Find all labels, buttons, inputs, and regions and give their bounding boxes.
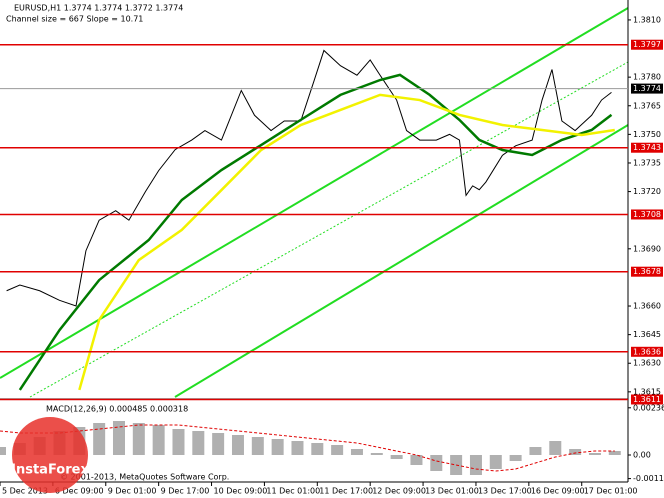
macd-bar <box>569 449 582 455</box>
x-tick-label: 16 Dec 09:00 <box>531 487 585 496</box>
x-tick-label: 12 Dec 09:00 <box>372 487 426 496</box>
macd-bar <box>172 429 185 455</box>
macd-bar <box>231 435 244 455</box>
level-label: 1.3636 <box>633 347 661 356</box>
level-label: 1.3708 <box>633 210 661 219</box>
y-tick-label: 1.3660 <box>633 302 661 311</box>
signal-line <box>0 424 615 472</box>
footer: © 2001-2013, MetaQuotes Software Corp. <box>60 473 229 482</box>
y-tick-label: 1.3765 <box>633 101 661 110</box>
macd-bar <box>608 451 621 455</box>
macd-title: MACD(12,26,9) 0.000485 0.000318 <box>46 405 188 414</box>
macd-bar <box>271 439 284 455</box>
macd-bar <box>410 455 423 465</box>
x-tick-label: 11 Dec 17:00 <box>319 487 373 496</box>
level-label-box <box>631 266 663 277</box>
channel-upper <box>0 7 629 379</box>
x-tick-label: 6 Dec 09:00 <box>55 487 104 496</box>
chart-title: EURUSD,H1 1.3774 1.3774 1.3772 1.3774 <box>14 4 183 13</box>
price-line <box>18 73 613 391</box>
y-tick-label: 1.3615 <box>633 387 661 396</box>
macd-bar <box>549 441 562 455</box>
level-label-box <box>631 394 663 405</box>
macd-bar <box>350 449 363 455</box>
x-tick-label: 17 Dec 01:00 <box>584 487 638 496</box>
logo-badge <box>12 417 88 493</box>
y-tick-label: 1.3750 <box>633 130 661 139</box>
macd-bar <box>430 455 443 471</box>
macd-bar <box>291 441 304 455</box>
level-label-box <box>631 39 663 50</box>
y-tick-label: 1.3735 <box>633 158 661 167</box>
macd-bar <box>192 431 205 455</box>
macd-bar <box>331 445 344 455</box>
macd-bar <box>311 443 324 455</box>
level-label-box <box>631 209 663 220</box>
y-tick-label: 1.3720 <box>633 187 661 196</box>
macd-bar <box>370 453 383 455</box>
macd-bar <box>588 453 601 455</box>
y-tick-label: 1.3780 <box>633 73 661 82</box>
chart-subtitle: Channel size = 667 Slope = 10.71 <box>6 15 143 24</box>
current-price-box <box>631 83 663 94</box>
level-label-box <box>631 142 663 153</box>
x-tick-label: 5 Dec 2013 <box>2 487 48 496</box>
y-tick-label: 0.00 <box>633 451 651 460</box>
macd-bar <box>489 455 502 469</box>
x-tick-label: 9 Dec 17:00 <box>161 487 210 496</box>
macd-bar <box>390 455 403 459</box>
macd-bar <box>469 455 482 475</box>
level-label: 1.3611 <box>633 395 661 404</box>
macd-bar <box>509 455 522 461</box>
y-tick-label: 1.3810 <box>633 15 661 24</box>
x-tick-label: 10 Dec 09:00 <box>214 487 268 496</box>
level-label-box <box>631 346 663 357</box>
macd-bar <box>529 447 542 455</box>
y-tick-label: 0.00236 <box>633 403 664 412</box>
macd-bar <box>132 423 145 455</box>
y-tick-label: -0.00118 <box>633 474 664 483</box>
level-label: 1.3678 <box>633 267 661 276</box>
x-tick-label: 13 Dec 17:00 <box>478 487 532 496</box>
macd-bar <box>251 437 264 455</box>
price-line <box>6 49 612 307</box>
y-tick-label: 1.3645 <box>633 330 661 339</box>
y-tick-label: 1.3630 <box>633 359 661 368</box>
level-label: 1.3743 <box>633 143 661 152</box>
macd-bar <box>212 433 225 455</box>
price-line <box>78 93 615 391</box>
x-tick-label: 11 Dec 01:00 <box>266 487 320 496</box>
x-tick-label: 13 Dec 01:00 <box>425 487 479 496</box>
watermark-logo: InstaForex <box>11 417 89 493</box>
x-tick-label: 9 Dec 01:00 <box>108 487 157 496</box>
macd-bar <box>0 447 6 455</box>
macd-bar <box>93 423 106 455</box>
macd-bar <box>112 421 125 455</box>
watermark: InstaForex <box>11 463 89 478</box>
y-tick-label: 1.3690 <box>633 244 661 253</box>
current-price-label: 1.3774 <box>633 84 661 93</box>
macd-bar <box>152 425 165 455</box>
level-label: 1.3797 <box>633 40 661 49</box>
